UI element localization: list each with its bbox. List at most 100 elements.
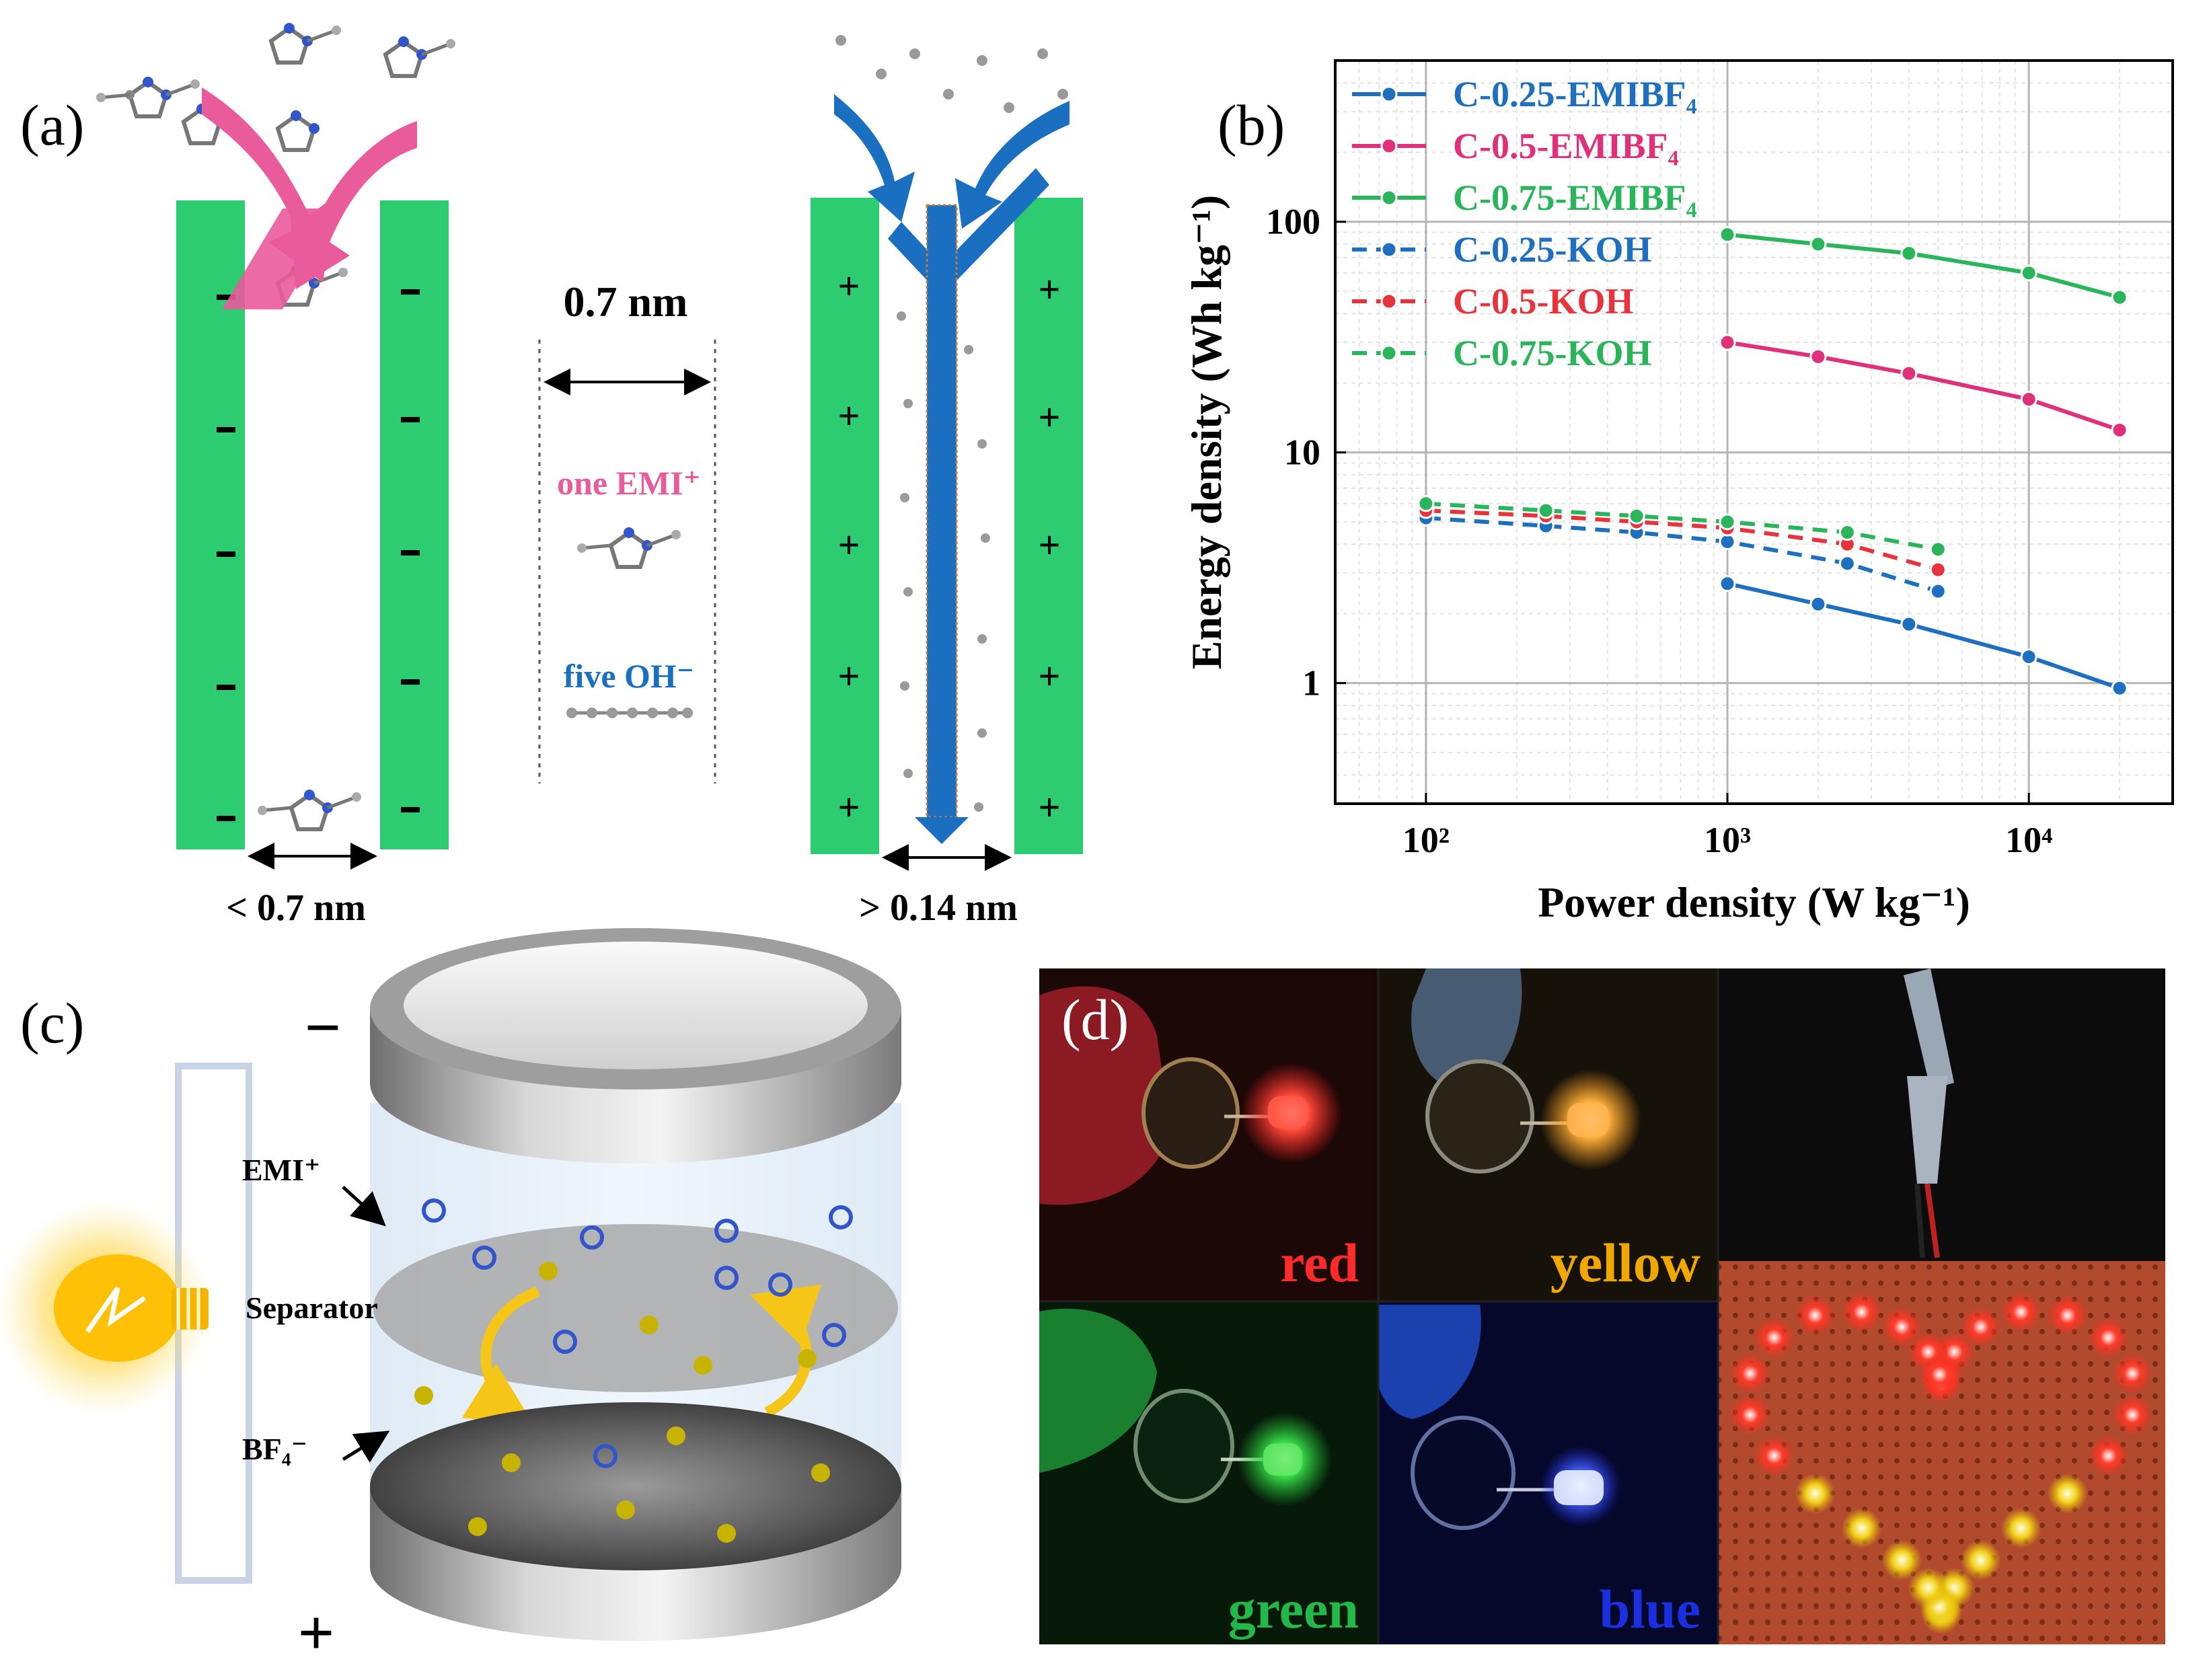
caption-red: red xyxy=(1280,1232,1359,1293)
data-point xyxy=(1809,595,1827,613)
data-point xyxy=(2020,391,2037,408)
emi-cluster-top xyxy=(96,23,455,307)
heart-led xyxy=(1754,1435,1795,1476)
data-point xyxy=(1719,533,1736,551)
series-line xyxy=(1425,516,1939,594)
heart-led xyxy=(1960,1539,2001,1580)
heart-led xyxy=(1795,1473,1836,1514)
panel-b-label: (b) xyxy=(1218,93,1285,157)
oh-molecules xyxy=(835,35,1068,812)
svg-text:+: + xyxy=(837,786,860,829)
caption-blue: blue xyxy=(1600,1578,1700,1640)
panel-b: (b) 10² 10³ 10⁴ 1 10 100 Power density (W kg⁻¹… xyxy=(1183,59,2174,926)
data-point xyxy=(1929,582,1947,600)
heart-led xyxy=(1881,1306,1922,1347)
emi-pointer xyxy=(342,1186,386,1227)
one-emi-label: one EMI⁺ xyxy=(557,464,701,502)
data-point xyxy=(2111,679,2128,697)
series-line xyxy=(1425,508,1939,572)
ion-flow-arrow-left xyxy=(461,1286,541,1425)
data-point xyxy=(2111,421,2128,438)
caption-green: green xyxy=(1228,1578,1359,1640)
data-point xyxy=(1900,365,1918,382)
svg-text:+: + xyxy=(1038,268,1060,311)
svg-text:+: + xyxy=(1038,523,1060,567)
top-cap-inner xyxy=(404,942,868,1069)
led-body-red xyxy=(1268,1096,1308,1129)
oh-chain-legend xyxy=(566,708,693,718)
heart-led xyxy=(2000,1291,2042,1332)
chart: 10² 10³ 10⁴ 1 10 100 Power density (W kg⁻¹) Ene… xyxy=(1183,59,2174,926)
heart-led xyxy=(1754,1317,1795,1358)
legend-label: C-0.25-KOH xyxy=(1453,229,1651,270)
panel-a-label: (a) xyxy=(20,93,84,157)
heart-led xyxy=(2047,1473,2088,1514)
svg-text:+: + xyxy=(1038,654,1060,698)
series-line xyxy=(1425,501,1939,551)
series-line xyxy=(1727,232,2120,300)
alligator-clip xyxy=(1904,968,1954,1258)
y-tick-label: 10 xyxy=(1284,432,1320,473)
x-tick-label: 10² xyxy=(1402,820,1450,860)
legend-swatch-marker xyxy=(1380,293,1398,310)
panel-d: (d) red yellow green blue xyxy=(1039,968,2165,1644)
panel-c-plus: + xyxy=(298,1597,335,1669)
svg-text:+: + xyxy=(837,394,860,438)
coin-cell-blue xyxy=(1411,1416,1515,1530)
legend-label: C-0.5-EMIBF₄ xyxy=(1453,126,1679,166)
blocked-cross-icon xyxy=(202,87,417,309)
bf4-ions xyxy=(414,1262,830,1543)
series-line xyxy=(1727,340,2121,432)
left-pore-negative-signs xyxy=(217,289,420,821)
coin-cell-red xyxy=(1141,1057,1240,1169)
heart-led xyxy=(1960,1306,2001,1347)
right-pore-positive-signs: + + + + + + + + + + xyxy=(837,264,1060,829)
glove-green xyxy=(1039,1308,1157,1473)
heart-led xyxy=(1841,1508,1882,1549)
data-point xyxy=(2111,289,2128,306)
data-point xyxy=(1628,507,1645,525)
panel-c-minus: − xyxy=(305,991,342,1063)
lightbulb-icon xyxy=(54,1254,209,1362)
data-point xyxy=(1719,226,1736,243)
heart-led xyxy=(2047,1295,2088,1336)
bf4-pointer xyxy=(342,1430,390,1463)
svg-text:+: + xyxy=(837,654,860,698)
heart-led xyxy=(1729,1394,1770,1435)
caption-yellow: yellow xyxy=(1550,1232,1700,1293)
data-point xyxy=(1537,502,1555,519)
svg-text:+: + xyxy=(837,523,860,567)
left-pore-wall-right xyxy=(380,200,449,849)
y-tick-label: 1 xyxy=(1302,663,1320,703)
heart-led-array xyxy=(1729,1291,2153,1634)
data-point xyxy=(2020,264,2037,282)
plot-frame xyxy=(1334,59,2174,805)
led-body-green xyxy=(1263,1443,1302,1476)
data-point xyxy=(1929,541,1947,558)
carbon-electrode xyxy=(370,1402,901,1570)
heart-led xyxy=(2112,1394,2153,1435)
emi-molecule-bottom xyxy=(258,790,361,831)
center-width-label: 0.7 nm xyxy=(564,278,688,326)
svg-text:+: + xyxy=(837,264,860,308)
panel-d-label: (d) xyxy=(1061,987,1129,1052)
data-point xyxy=(1417,495,1435,512)
heart-led xyxy=(2088,1317,2129,1358)
heart-led xyxy=(2112,1353,2153,1394)
heart-led xyxy=(1919,1354,1960,1395)
legend-label: C-0.25-EMIBF₄ xyxy=(1453,74,1697,114)
data-point xyxy=(1838,524,1856,541)
legend-label: C-0.75-EMIBF₄ xyxy=(1453,178,1697,218)
data-point xyxy=(1929,561,1947,578)
x-tick-label: 10³ xyxy=(1704,820,1751,860)
heart-led xyxy=(1841,1291,1882,1332)
right-pore-wall-right xyxy=(1014,198,1083,854)
glove-red xyxy=(1039,986,1170,1205)
separator-disk xyxy=(373,1224,898,1392)
data-point xyxy=(1809,235,1827,253)
pore-arrow-head xyxy=(915,817,969,844)
coin-cell-yellow xyxy=(1425,1059,1534,1174)
emi-label: EMI⁺ xyxy=(242,1153,320,1187)
heart-led xyxy=(1881,1539,1922,1580)
heart-led xyxy=(1908,1567,1949,1608)
